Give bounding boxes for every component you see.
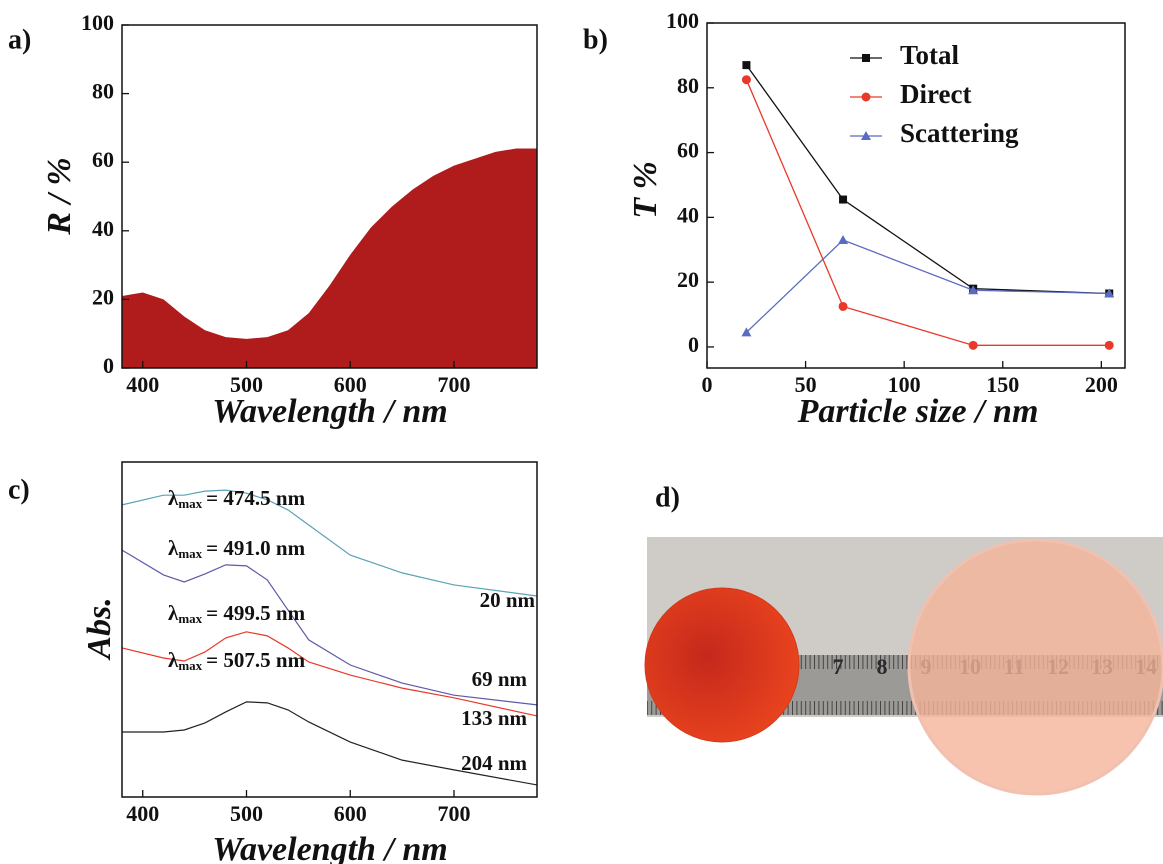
annotation: λmax = 474.5 nm bbox=[168, 486, 306, 511]
photo: 7891011121314 bbox=[644, 537, 1163, 796]
ruler-label: 8 bbox=[877, 654, 888, 679]
y-tick-label: 60 bbox=[92, 147, 114, 172]
annotation-text: = 491.0 nm bbox=[206, 536, 305, 560]
series-label: 20 nm bbox=[480, 588, 536, 612]
pink-disk bbox=[907, 538, 1163, 796]
series-label: 204 nm bbox=[461, 751, 527, 775]
marker bbox=[862, 54, 870, 62]
series-line bbox=[745, 239, 1110, 333]
x-tick-label: 100 bbox=[888, 372, 921, 397]
y-tick-label: 40 bbox=[677, 202, 699, 227]
ruler-label: 7 bbox=[833, 654, 844, 679]
annotation-symbol: λ bbox=[168, 536, 179, 560]
x-tick-label: 0 bbox=[702, 372, 713, 397]
spectrum bbox=[121, 631, 538, 717]
series-label: 133 nm bbox=[461, 706, 527, 730]
x-tick-label: 700 bbox=[438, 801, 471, 826]
x-tick-label: 600 bbox=[334, 372, 367, 397]
y-axis-label: R / % bbox=[41, 157, 78, 235]
plot-frame bbox=[121, 461, 538, 798]
panel-label: d) bbox=[655, 482, 680, 513]
x-tick-label: 400 bbox=[126, 801, 159, 826]
legend-label: Direct bbox=[900, 79, 971, 109]
plot-frame bbox=[121, 24, 538, 369]
annotation-symbol: λ bbox=[168, 648, 179, 672]
marker bbox=[861, 131, 871, 140]
y-tick-label: 20 bbox=[92, 284, 114, 309]
marker bbox=[968, 340, 978, 350]
x-tick-label: 400 bbox=[126, 372, 159, 397]
x-tick-label: 200 bbox=[1085, 372, 1118, 397]
x-axis-label: Wavelength / nm bbox=[212, 393, 448, 430]
x-tick-label: 50 bbox=[795, 372, 817, 397]
annotation-text: = 507.5 nm bbox=[206, 648, 305, 672]
x-tick-label: 500 bbox=[230, 372, 263, 397]
marker bbox=[741, 327, 752, 337]
spectrum bbox=[121, 489, 538, 597]
panel-label: b) bbox=[583, 24, 608, 55]
annotation: λmax = 507.5 nm bbox=[168, 648, 306, 673]
series-line bbox=[745, 79, 1110, 346]
series-label: 69 nm bbox=[472, 667, 528, 691]
annotation: λmax = 499.5 nm bbox=[168, 601, 306, 626]
y-tick-label: 80 bbox=[92, 79, 114, 104]
annotation-subscript: max bbox=[178, 658, 202, 673]
annotation-subscript: max bbox=[178, 496, 202, 511]
marker bbox=[1104, 288, 1115, 298]
x-tick-label: 150 bbox=[986, 372, 1019, 397]
x-tick-label: 500 bbox=[230, 801, 263, 826]
y-tick-label: 80 bbox=[677, 73, 699, 98]
annotation-symbol: λ bbox=[168, 601, 179, 625]
marker bbox=[839, 195, 848, 204]
y-tick-label: 0 bbox=[103, 353, 114, 378]
marker bbox=[838, 301, 848, 311]
y-tick-label: 40 bbox=[92, 216, 114, 241]
spectrum bbox=[121, 549, 538, 706]
annotation-subscript: max bbox=[178, 546, 202, 561]
spectrum bbox=[122, 701, 538, 786]
marker bbox=[838, 235, 849, 245]
panel-label: c) bbox=[8, 474, 30, 505]
y-tick-label: 100 bbox=[666, 8, 699, 33]
marker bbox=[741, 75, 751, 85]
series-line bbox=[745, 64, 1110, 295]
annotation-text: = 499.5 nm bbox=[206, 601, 305, 625]
y-tick-label: 20 bbox=[677, 267, 699, 292]
legend-label: Scattering bbox=[900, 118, 1019, 148]
y-tick-label: 0 bbox=[688, 332, 699, 357]
red-disk bbox=[644, 587, 800, 743]
marker bbox=[861, 92, 871, 102]
legend-label: Total bbox=[900, 40, 960, 70]
panel-label: a) bbox=[8, 24, 31, 55]
marker bbox=[968, 285, 979, 295]
annotation-text: = 474.5 nm bbox=[206, 486, 305, 510]
y-axis-label: Abs. bbox=[81, 597, 118, 660]
plot-frame bbox=[706, 22, 1126, 369]
x-axis-label: Particle size / nm bbox=[797, 393, 1039, 430]
x-tick-label: 600 bbox=[334, 801, 367, 826]
y-tick-label: 100 bbox=[81, 10, 114, 35]
marker bbox=[742, 61, 751, 70]
marker bbox=[1104, 340, 1114, 350]
x-axis-label: Wavelength / nm bbox=[212, 831, 448, 864]
y-axis-label: T % bbox=[627, 161, 664, 219]
x-tick-label: 700 bbox=[438, 372, 471, 397]
y-tick-label: 60 bbox=[677, 138, 699, 163]
annotation: λmax = 491.0 nm bbox=[168, 536, 306, 561]
area bbox=[122, 148, 537, 368]
annotation-subscript: max bbox=[178, 611, 202, 626]
annotation-symbol: λ bbox=[168, 486, 179, 510]
